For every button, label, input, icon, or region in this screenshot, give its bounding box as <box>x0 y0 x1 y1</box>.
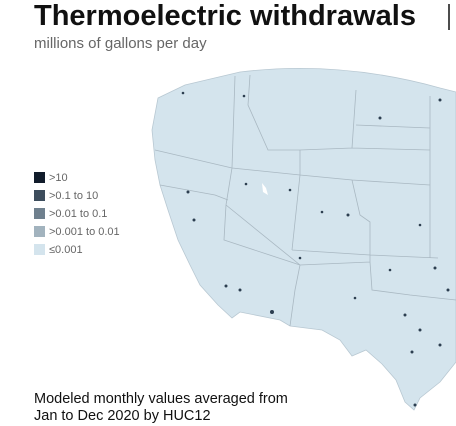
state-borders <box>154 74 456 327</box>
note-line: Modeled monthly values averaged from <box>34 391 288 407</box>
legend-swatch <box>34 244 45 255</box>
note-line: Jan to Dec 2020 by HUC12 <box>34 408 211 424</box>
legend-label: >0.001 to 0.01 <box>49 226 120 238</box>
legend-label: >10 <box>49 172 68 184</box>
legend-label: >0.1 to 10 <box>49 190 98 202</box>
legend-swatch <box>34 226 45 237</box>
legend: >10 >0.1 to 10 >0.01 to 0.1 >0.001 to 0.01 ≤… <box>34 172 120 256</box>
map <box>151 68 456 411</box>
legend-label: ≤0.001 <box>49 244 83 256</box>
subtitle: millions of gallons per day <box>34 35 207 52</box>
legend-swatch <box>34 190 45 201</box>
lake <box>262 183 268 195</box>
legend-swatch <box>34 172 45 183</box>
title: Thermoelectric withdrawals <box>34 0 416 32</box>
legend-swatch <box>34 208 45 219</box>
withdrawal-dots <box>181 91 450 407</box>
map-land <box>151 68 456 411</box>
legend-label: >0.01 to 0.1 <box>49 208 107 220</box>
